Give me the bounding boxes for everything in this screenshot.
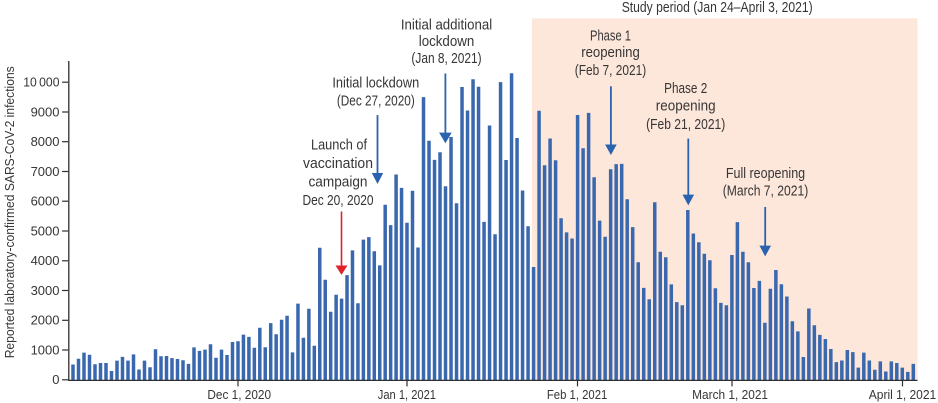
svg-text:Feb 1, 2021: Feb 1, 2021 (547, 387, 607, 402)
svg-text:10 000: 10 000 (23, 75, 59, 90)
svg-text:3000: 3000 (31, 283, 60, 298)
svg-text:7000: 7000 (31, 164, 60, 179)
svg-text:lockdown: lockdown (419, 34, 475, 50)
svg-text:April 1, 2021: April 1, 2021 (869, 387, 937, 402)
svg-text:Dec 1, 2020: Dec 1, 2020 (207, 387, 271, 402)
svg-text:1000: 1000 (31, 342, 60, 357)
svg-text:Phase 1: Phase 1 (590, 28, 631, 44)
svg-text:(Jan 8, 2021): (Jan 8, 2021) (411, 51, 481, 67)
svg-text:0: 0 (52, 372, 59, 387)
svg-text:8000: 8000 (31, 134, 60, 149)
svg-text:2000: 2000 (31, 313, 60, 328)
svg-text:campaign: campaign (309, 175, 368, 191)
svg-text:9000: 9000 (31, 104, 60, 119)
svg-text:6000: 6000 (31, 194, 60, 209)
svg-text:reopening: reopening (656, 98, 716, 114)
svg-text:Full reopening: Full reopening (726, 166, 805, 182)
svg-text:(Feb 7, 2021): (Feb 7, 2021) (575, 63, 646, 79)
svg-text:Reported laboratory-confirmed: Reported laboratory-confirmed SARS-CoV-2… (2, 66, 17, 358)
svg-text:Launch of: Launch of (311, 138, 368, 154)
svg-text:4000: 4000 (31, 253, 60, 268)
svg-text:Study period (Jan 24–April 3,: Study period (Jan 24–April 3, 2021) (622, 0, 813, 16)
svg-text:reopening: reopening (581, 45, 640, 61)
svg-text:(Feb 21, 2021): (Feb 21, 2021) (646, 117, 725, 133)
svg-text:Initial additional: Initial additional (401, 17, 492, 33)
svg-text:Phase 2: Phase 2 (664, 81, 707, 97)
svg-text:Initial lockdown: Initial lockdown (332, 76, 419, 92)
svg-text:vaccination: vaccination (303, 156, 373, 172)
svg-text:Jan 1, 2021: Jan 1, 2021 (378, 387, 436, 402)
svg-text:Dec 20, 2020: Dec 20, 2020 (303, 193, 374, 209)
svg-text:March 1, 2021: March 1, 2021 (692, 387, 768, 402)
svg-text:(March 7, 2021): (March 7, 2021) (723, 183, 809, 199)
svg-text:5000: 5000 (31, 223, 60, 238)
svg-text:(Dec 27, 2020): (Dec 27, 2020) (337, 93, 415, 109)
